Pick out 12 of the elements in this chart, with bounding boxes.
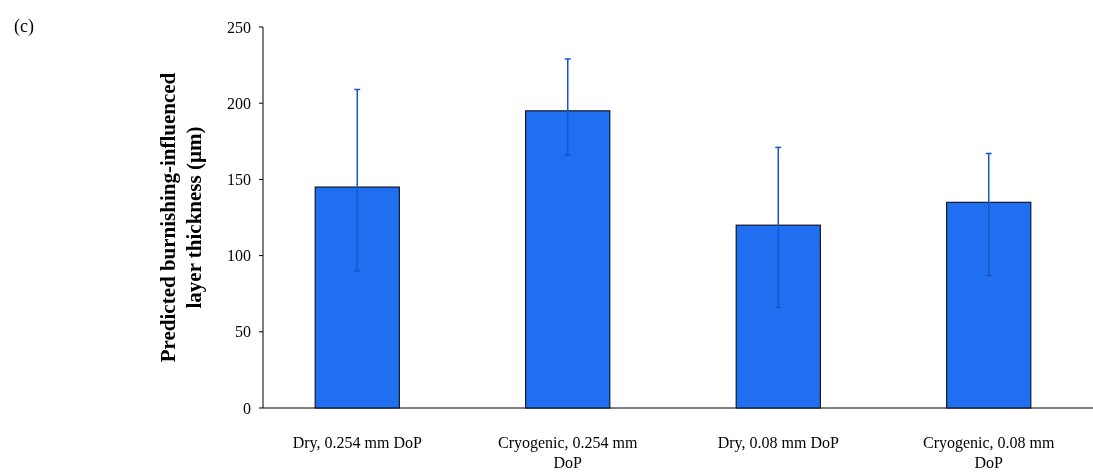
x-tick-label: Dry, 0.08 mm DoP bbox=[717, 434, 839, 452]
y-tick-label: 250 bbox=[227, 18, 251, 36]
text: (c) bbox=[14, 16, 34, 37]
x-tick-label: Cryogenic, 0.08 mm DoP bbox=[922, 434, 1056, 471]
x-tick-label: Cryogenic, 0.254 mm DoP bbox=[497, 434, 639, 471]
y-tick-label: 0 bbox=[243, 399, 251, 417]
y-tick-label: 200 bbox=[227, 94, 251, 112]
y-tick-label: 50 bbox=[235, 323, 251, 341]
y-tick-label: 150 bbox=[227, 171, 251, 188]
y-axis-title: Predicted burnishing-influenced layer thickness (µm) bbox=[156, 72, 206, 363]
x-tick-label: Dry, 0.254 mm DoP bbox=[292, 434, 422, 452]
y-tick-label: 100 bbox=[227, 247, 251, 265]
